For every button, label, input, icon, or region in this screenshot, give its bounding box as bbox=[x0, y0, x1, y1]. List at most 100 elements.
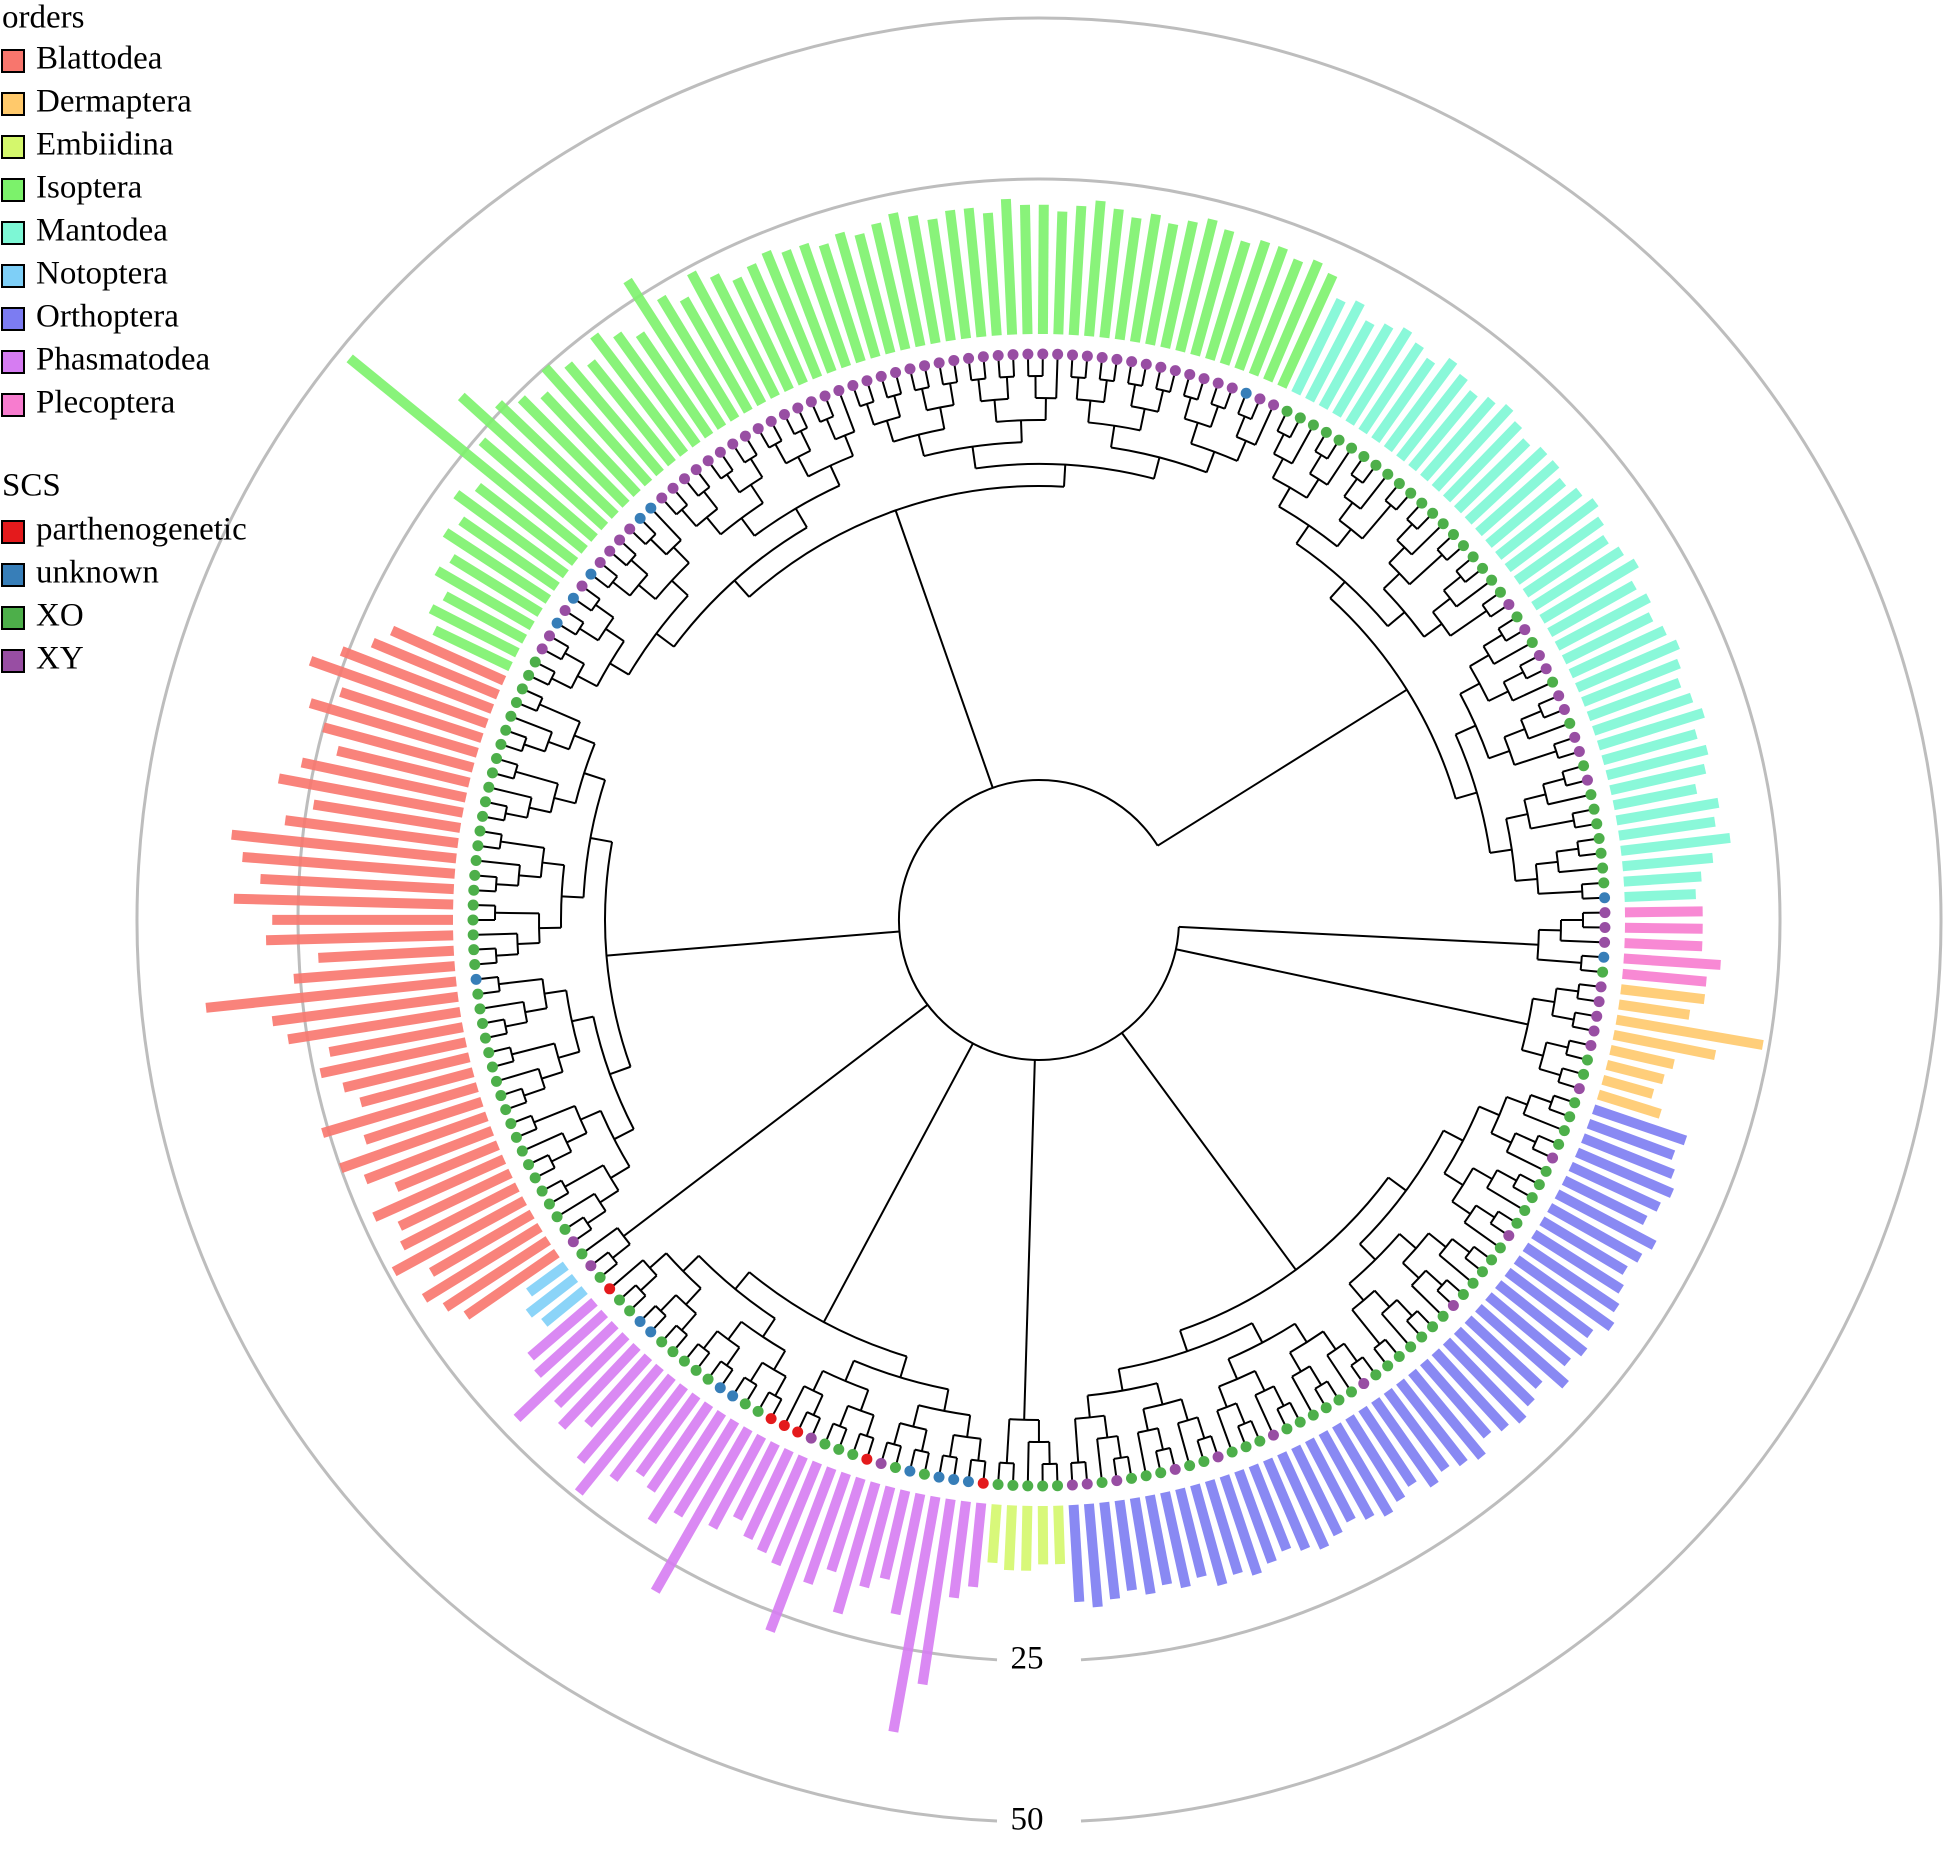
bar bbox=[442, 591, 528, 644]
branch bbox=[1542, 777, 1565, 786]
bar bbox=[1581, 1133, 1675, 1179]
branch bbox=[583, 772, 606, 781]
bar bbox=[321, 1082, 479, 1138]
legend-swatch bbox=[1, 649, 25, 673]
bar bbox=[1099, 208, 1124, 339]
tip-state bbox=[690, 1364, 702, 1376]
branch bbox=[496, 953, 519, 957]
branch bbox=[1382, 572, 1401, 590]
bar bbox=[1592, 1104, 1688, 1146]
tip-state bbox=[477, 810, 489, 822]
bar bbox=[635, 331, 714, 439]
bar bbox=[346, 354, 588, 554]
branch bbox=[859, 1389, 870, 1411]
bar bbox=[1605, 744, 1709, 781]
tip-state bbox=[1591, 818, 1603, 830]
branch bbox=[1110, 425, 1116, 448]
tip-state bbox=[1382, 468, 1394, 480]
legend-label: Plecoptera bbox=[36, 385, 176, 421]
branch bbox=[1520, 710, 1542, 721]
legend-label: parthenogenetic bbox=[36, 512, 247, 548]
tip-state bbox=[1307, 419, 1319, 431]
branch bbox=[1156, 1382, 1164, 1405]
branch bbox=[753, 484, 840, 537]
branch bbox=[1443, 575, 1462, 592]
tip-state bbox=[948, 1474, 960, 1486]
bar bbox=[1539, 1216, 1628, 1275]
branch bbox=[1489, 848, 1512, 854]
branch bbox=[797, 456, 810, 477]
branch bbox=[639, 1274, 658, 1292]
tip-state bbox=[963, 352, 975, 364]
branch bbox=[799, 430, 812, 452]
tip-state bbox=[1281, 1423, 1293, 1435]
bar bbox=[1419, 1358, 1492, 1439]
branch bbox=[496, 1067, 539, 1083]
bar bbox=[818, 243, 866, 364]
branch bbox=[682, 1255, 700, 1272]
branch bbox=[1156, 1428, 1164, 1450]
tip-state bbox=[1370, 1369, 1382, 1381]
branch bbox=[1556, 847, 1579, 853]
bar bbox=[1160, 220, 1198, 349]
bar bbox=[1442, 421, 1523, 503]
bar bbox=[1084, 200, 1106, 337]
bar bbox=[1332, 1422, 1394, 1517]
tip-state bbox=[483, 1047, 495, 1059]
bar bbox=[1554, 593, 1651, 651]
bar bbox=[963, 207, 987, 338]
branch bbox=[1359, 1243, 1377, 1261]
branch bbox=[505, 812, 528, 819]
tip-state bbox=[1096, 1476, 1108, 1488]
bar bbox=[854, 233, 896, 355]
tip-state bbox=[667, 1346, 679, 1358]
branch bbox=[1408, 554, 1443, 586]
bar bbox=[1037, 204, 1049, 335]
bar bbox=[732, 1441, 780, 1521]
tip-state bbox=[1169, 1463, 1181, 1475]
tip-state bbox=[1486, 1254, 1498, 1266]
tip-state bbox=[819, 1438, 831, 1450]
branch bbox=[1451, 1200, 1471, 1215]
tip-state bbox=[1281, 405, 1293, 417]
tip-state bbox=[1588, 1025, 1600, 1037]
tip-state bbox=[614, 1294, 626, 1306]
tip-state bbox=[1573, 1083, 1585, 1095]
branch bbox=[1475, 1204, 1496, 1219]
branch bbox=[899, 1356, 908, 1378]
branch bbox=[548, 740, 570, 751]
tip-state bbox=[1066, 1479, 1078, 1491]
tip-state bbox=[1254, 1435, 1266, 1447]
bar bbox=[613, 331, 701, 448]
tip-state bbox=[467, 929, 479, 941]
bar bbox=[1234, 246, 1288, 371]
bar bbox=[1408, 1368, 1486, 1460]
branch bbox=[1329, 581, 1346, 599]
tip-state bbox=[1140, 358, 1152, 370]
branch bbox=[609, 662, 630, 676]
branch bbox=[1443, 1129, 1464, 1142]
branch bbox=[1411, 523, 1444, 556]
branch bbox=[1459, 682, 1480, 695]
ring-label: 50 bbox=[1011, 1802, 1044, 1838]
tip-state bbox=[1569, 731, 1581, 743]
tip-state bbox=[467, 899, 479, 911]
tip-state bbox=[1558, 703, 1570, 715]
branch bbox=[1521, 1049, 1544, 1057]
tip-state bbox=[861, 1453, 873, 1465]
tip-state bbox=[585, 568, 597, 580]
bar bbox=[826, 1476, 866, 1573]
branch bbox=[783, 1385, 806, 1426]
tip-state bbox=[933, 357, 945, 369]
bar bbox=[574, 1373, 676, 1496]
branch bbox=[1254, 404, 1275, 446]
bar bbox=[1575, 639, 1680, 693]
branch bbox=[1506, 1095, 1528, 1106]
branch bbox=[702, 1330, 719, 1350]
branch bbox=[1455, 724, 1477, 736]
branch bbox=[1118, 1322, 1253, 1370]
tip-state bbox=[510, 1131, 522, 1143]
branch bbox=[1387, 611, 1406, 628]
branch bbox=[577, 675, 598, 688]
branch bbox=[1322, 1330, 1337, 1351]
